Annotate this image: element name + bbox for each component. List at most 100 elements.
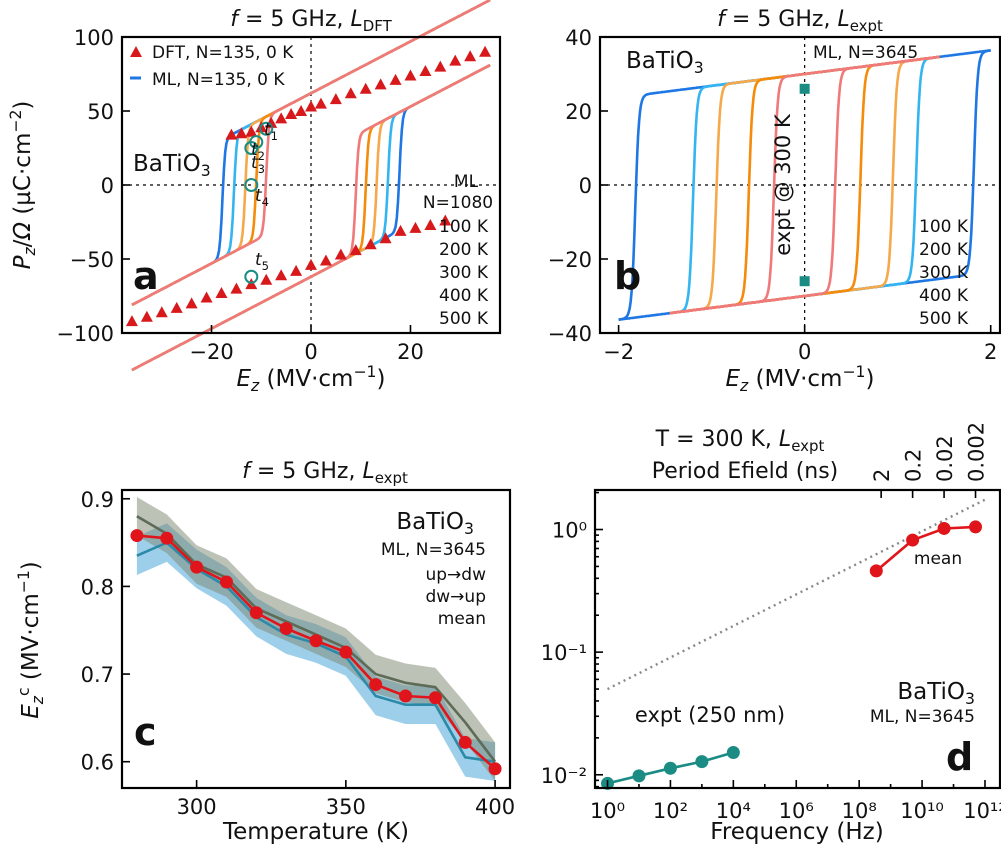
panel-d-material: BaTiO3 [897,679,975,708]
panel-d-title: T = 300 K, Lexpt [655,427,825,455]
dft-marker [290,264,303,276]
mean-point [369,678,383,692]
panel-a-xlabel: Ez (MV·cm−1) [236,362,385,395]
x-tick-label: 20 [397,340,424,364]
x-tick-label: −20 [189,340,233,364]
x-tick-label: 0 [304,340,317,364]
top-tick-label: 0.002 [965,422,989,482]
panel-c-ml-header: ML, N=3645 [381,540,486,560]
y-tick-label: 0 [101,174,114,198]
panel-b-xlabel: Ez (MV·cm−1) [725,362,874,395]
dft-marker [225,128,238,140]
mean-point [190,560,204,574]
panel-b-ml-header: ML, N=3645 [813,43,918,63]
dft-marker [314,97,327,109]
x-tick-label: 0 [798,340,811,364]
mean-point [428,691,442,705]
time-marker-circle [244,178,259,192]
x-tick-label: 10¹² [963,799,1001,823]
expt-marker [799,276,810,287]
legend-temp-label: 100 K [919,217,969,237]
legend-series-label: up→dw [425,565,486,585]
panel-d-mean-label: mean [914,549,962,569]
panel-c-title: f = 5 GHz, Lexpt [242,459,408,487]
y-tick-label: 0.9 [81,488,114,512]
x-tick-label: 2 [984,340,997,364]
x-tick-label: 350 [326,795,366,819]
legend-series-label: mean [438,609,486,629]
dft-marker [409,221,422,233]
y-tick-label: 0 [579,174,592,198]
time-label: t4 [255,186,269,209]
x-tick-label: 10¹⁰ [900,799,944,823]
data-point [937,521,951,535]
mean-point [309,634,323,648]
dft-marker [329,93,342,105]
dft-marker [235,127,248,139]
dft-marker [374,78,387,90]
dft-marker [275,269,288,281]
data-point [869,564,883,578]
y-tick-label: −50 [70,248,114,272]
dft-marker [230,282,243,294]
x-tick-label: 10⁸ [842,799,877,823]
legend-series-label: dw→up [425,587,486,607]
dft-marker [285,107,298,119]
y-tick-label: 0.6 [81,751,114,775]
legend-temp-label: 500 K [919,309,969,329]
time-label: t2 [251,140,265,163]
mean-point [399,689,413,703]
panel-c-xlabel: Temperature (K) [222,819,409,845]
y-tick-label: 10⁻² [541,764,587,788]
x-tick-label: 400 [475,795,515,819]
dft-marker [215,287,228,299]
dft-marker [404,69,417,81]
dft-marker [349,244,362,256]
y-tick-label: 50 [87,100,114,124]
legend-ml-label: ML, N=135, 0 K [152,70,285,90]
mean-point [339,645,353,659]
y-tick-label: 40 [565,26,592,50]
legend-temp-label: 100 K [439,217,489,237]
top-tick-label: 0.2 [902,449,926,482]
panel-b-expt-label: expt @ 300 K [771,113,795,256]
dft-marker [155,306,168,318]
panel-d-line-0 [875,525,976,572]
dft-marker [185,297,198,309]
legend-temp-label: 300 K [919,263,969,283]
legend-temp-label: 500 K [439,309,489,329]
x-tick-label: 10⁴ [716,799,751,823]
data-point [632,769,646,783]
mean-point [249,606,263,620]
dft-marker [200,291,213,303]
dft-marker [394,224,407,236]
dft-marker [464,50,477,62]
panel-b-loop-down-4 [669,55,940,315]
panel-b-material: BaTiO3 [626,48,704,77]
x-tick-label: −2 [603,340,634,364]
mean-point [279,621,293,635]
mean-point [458,735,472,749]
data-point [969,520,983,534]
x-tick-label: 10⁶ [779,799,814,823]
legend-temp-label: 300 K [439,263,489,283]
panel-a-ml-header: ML [454,172,479,192]
panel-d-frame [593,488,1001,790]
x-tick-label: 10² [653,799,688,823]
x-tick-label: 10⁰ [590,799,625,823]
y-tick-label: 10⁻¹ [541,641,587,665]
panel-d-ml-header: ML, N=3645 [870,707,975,727]
panel-c-material: BaTiO3 [396,509,474,538]
expt-marker [799,83,810,94]
panel-c-letter: c [134,710,157,754]
panel-a-ml-n: N=1080 [423,193,493,213]
dft-marker [305,100,317,112]
y-tick-label: 20 [565,100,592,124]
dft-marker [260,273,273,285]
panel-a-loop-down-4 [131,0,491,307]
legend-dft-label: DFT, N=135, 0 K [152,43,294,63]
time-label: t5 [255,250,269,273]
panel-c-frame [120,488,512,790]
y-tick-label: −40 [548,322,592,346]
mean-point [160,531,174,545]
